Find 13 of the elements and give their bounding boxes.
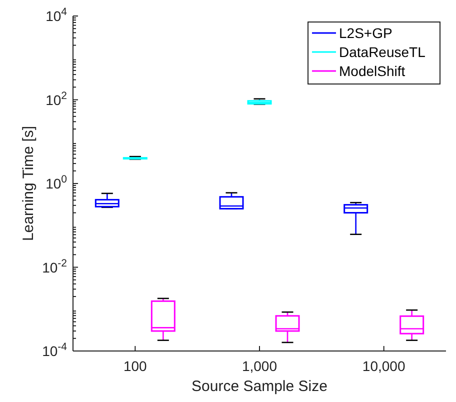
x-tick-label: 100 [123,358,148,374]
y-tick-label: 10$^{0}$ [46,174,68,192]
y-tick-label: 10$^{4}$ [46,6,68,24]
y-axis-title: Learning Time [s] [20,126,37,242]
legend-label: DataReuseTL [339,44,426,60]
y-tick-label: 10$^{-4}$ [42,341,68,359]
x-tick-label: 1,000 [242,358,278,374]
x-axis-title: Source Sample Size [192,378,328,395]
y-tick-label: 10$^{2}$ [46,90,68,108]
y-tick-label: 10$^{-2}$ [42,257,68,276]
legend-label: ModelShift [339,63,406,79]
legend-label: L2S+GP [339,25,392,41]
x-tick-label: 10,000 [362,358,406,374]
